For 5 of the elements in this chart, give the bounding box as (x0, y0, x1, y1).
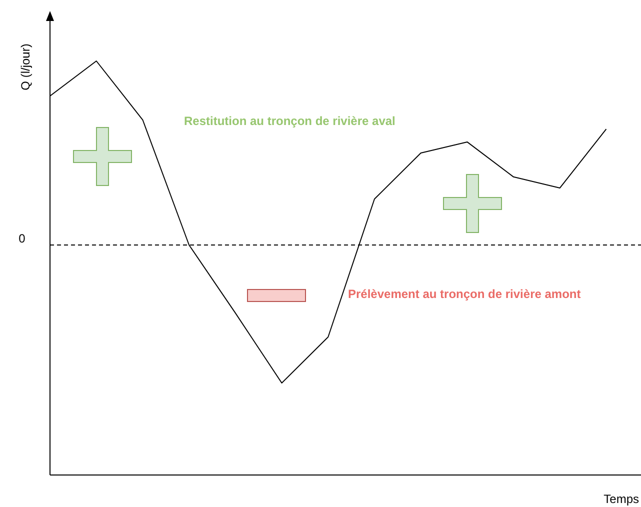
ref-line-label: 0 (18, 231, 26, 246)
text: Temps (604, 492, 639, 506)
y-axis-title: Q (l/jour) (18, 44, 32, 90)
annotation: Restitution au tronçon de rivière aval (184, 114, 396, 128)
annotation: Prélèvement au tronçon de rivière amont (348, 287, 581, 301)
